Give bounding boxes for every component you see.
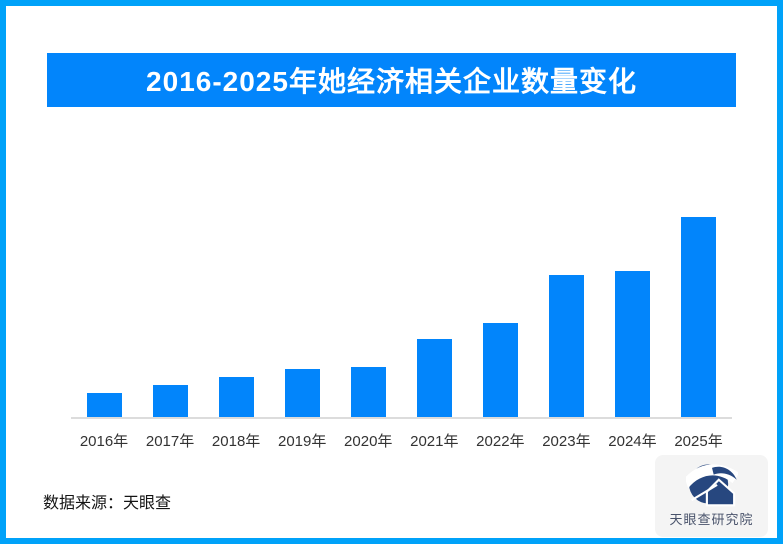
bar-2017年 — [152, 385, 188, 418]
bar-2022年 — [482, 323, 518, 418]
logo-text: 天眼查研究院 — [669, 512, 754, 527]
logo-badge: 天眼查研究院 — [655, 455, 768, 537]
x-axis-label-2018年: 2018年 — [211, 433, 261, 450]
x-axis-label-2024年: 2024年 — [608, 433, 657, 450]
bar-2020年 — [350, 367, 386, 418]
bar-2025年 — [681, 216, 717, 418]
x-axis-label-2025年: 2025年 — [674, 433, 723, 450]
x-axis-label-2021年: 2021年 — [410, 433, 459, 450]
x-axis-label-2019年: 2019年 — [277, 433, 327, 450]
tianyancha-logo-icon — [685, 464, 738, 507]
bar-2021年 — [416, 339, 452, 418]
bar-2016年 — [86, 393, 122, 418]
data-source-label: 数据来源：天眼查 — [43, 495, 172, 512]
bar-2024年 — [614, 270, 650, 418]
chart-title-banner: 2016-2025年她经济相关企业数量变化 — [47, 53, 736, 107]
bar-2019年 — [284, 369, 320, 418]
x-axis-label-2023年: 2023年 — [542, 433, 591, 450]
bar-2023年 — [548, 274, 584, 418]
x-axis-label-2017年: 2017年 — [145, 433, 195, 450]
x-axis-label-2016年: 2016年 — [79, 433, 129, 450]
x-axis-label-2020年: 2020年 — [344, 433, 393, 450]
x-axis-label-2022年: 2022年 — [476, 433, 525, 450]
x-axis-line — [71, 416, 732, 419]
bar-2018年 — [218, 377, 254, 418]
chart-title: 2016-2025年她经济相关企业数量变化 — [146, 66, 637, 97]
